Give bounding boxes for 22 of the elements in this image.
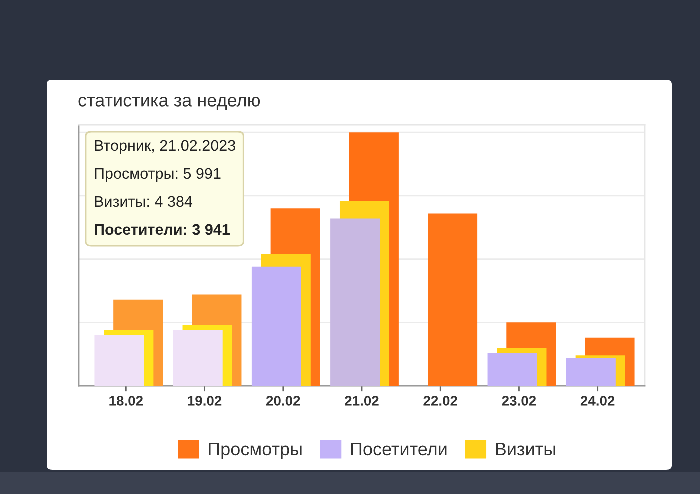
x-tick-label: 20.02 [266,396,300,406]
x-tick-label: 22.02 [424,396,458,406]
bar [428,214,478,386]
x-tick-label: 24.02 [580,396,615,406]
legend-label: Визиты [496,443,556,456]
bar [330,218,380,386]
bar [566,358,616,386]
bar [252,266,302,386]
annotation: Вторник, 21.02.2023 [95,140,236,154]
bar [94,335,144,386]
bar [488,353,538,386]
x-tick-label: 18.02 [110,396,143,406]
legend-label: Просмотры [209,443,302,460]
legend-label: Посетители [351,443,447,456]
chart-title: статистика за неделю [78,96,260,110]
annotation: Посетители: 3 941 [95,224,230,236]
annotation: Визиты: 4 384 [95,196,193,208]
annotation: Просмотры: 5 991 [95,168,221,182]
bar [173,330,223,386]
x-tick-label: 19.02 [188,396,222,406]
x-tick-label: 23.02 [502,396,536,406]
x-tick-label: 21.02 [345,396,379,406]
